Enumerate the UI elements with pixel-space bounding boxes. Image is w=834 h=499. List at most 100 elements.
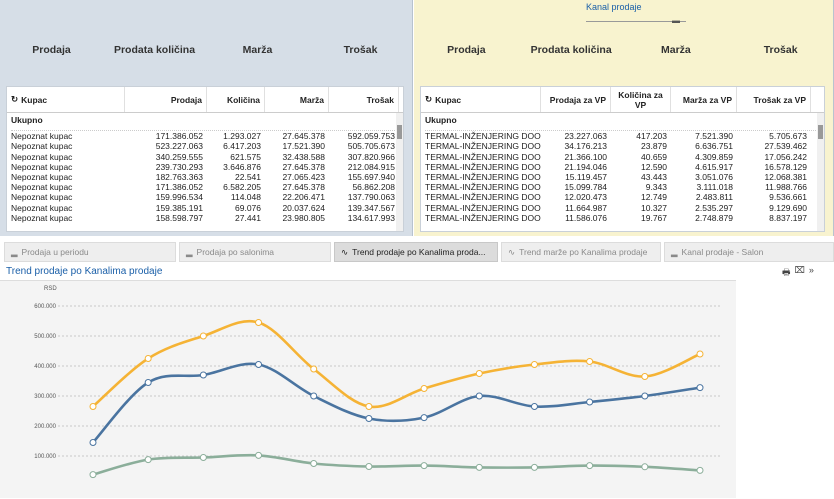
table-cell: 11.664.987 [565, 202, 607, 213]
table-cell: TERMAL-INŽENJERING DOO [425, 212, 541, 223]
chart-toolbar: 🖶 ⌧ » [782, 265, 814, 281]
table-cell: 417.203 [636, 131, 667, 142]
table-row[interactable]: Nepoznat kupac 171.386.052 1.293.027 27.645… [7, 131, 403, 141]
left-kpi-row: Prodaja Prodata količina Marža Trošak [0, 44, 412, 56]
data-point [586, 462, 594, 470]
data-point [475, 463, 483, 471]
table-cell: Nepoznat kupac [11, 192, 73, 203]
data-point [310, 365, 318, 373]
table-cell: 22.541 [235, 171, 261, 182]
clear-icon[interactable]: ⌧ [794, 265, 805, 275]
bar-chart-icon: ▂ [671, 246, 678, 257]
scrollbar-thumb[interactable] [818, 125, 823, 139]
data-point [365, 463, 373, 470]
column-header-prodaja[interactable]: Prodaja [125, 87, 207, 112]
right-panel: Prodaja Prodata količina Marža Trošak ↻ K… [414, 0, 834, 236]
tab-label: Prodaja u periodu [21, 247, 89, 257]
table-row[interactable]: Nepoznat kupac 239.730.293 3.646.876 27.645… [7, 162, 403, 172]
scrollbar[interactable] [396, 113, 403, 231]
refresh-icon[interactable]: ↻ [11, 94, 19, 104]
table-cell: 11.988.766 [765, 182, 807, 193]
series-line-3 [92, 453, 701, 476]
left-rows: Nepoznat kupac 171.386.052 1.293.027 27.645… [7, 131, 403, 223]
table-row[interactable]: Nepoznat kupac 340.259.555 621.575 32.438.5… [7, 152, 403, 162]
table-row[interactable]: TERMAL-INŽENJERING DOO 21.366.100 40.659 4.… [421, 152, 824, 162]
table-row[interactable]: Nepoznat kupac 159.385.191 69.076 20.037.62… [7, 203, 403, 213]
data-point [89, 471, 97, 479]
data-point [310, 460, 318, 467]
table-cell: 523.227.063 [155, 141, 203, 152]
table-cell: Nepoznat kupac [11, 171, 73, 182]
refresh-icon[interactable]: ↻ [425, 94, 433, 104]
chart-area: RSD 600.000 500.000 400.000 300.000 200.000 10… [0, 280, 736, 498]
chevron-down-icon[interactable]: ▬ [672, 16, 680, 25]
table-cell: 27.645.378 [282, 161, 325, 172]
table-cell: 22.206.471 [282, 192, 325, 203]
line-chart: RSD 600.000 500.000 400.000 300.000 200.000 10… [34, 286, 722, 479]
data-point [641, 392, 649, 400]
table-cell: 17.056.242 [764, 151, 807, 162]
data-point [199, 332, 207, 340]
total-row: Ukupno [421, 115, 824, 125]
table-cell: 6.582.205 [223, 182, 261, 193]
data-point [641, 373, 649, 380]
column-header-kupac[interactable]: ↻ Kupac [421, 87, 541, 112]
scrollbar[interactable] [817, 113, 824, 231]
table-cell: 1.293.027 [223, 131, 261, 142]
table-cell: 114.048 [230, 192, 261, 203]
table-cell: TERMAL-INŽENJERING DOO [425, 192, 541, 203]
table-row[interactable]: Nepoznat kupac 523.227.063 6.417.203 17.521… [7, 141, 403, 151]
data-point [365, 403, 373, 410]
table-row[interactable]: TERMAL-INŽENJERING DOO 15.099.784 9.343 3.1… [421, 182, 824, 192]
total-row: Ukupno [7, 115, 403, 125]
column-header-kolicina-za-vp[interactable]: Količina za VP [611, 87, 671, 112]
table-cell: 20.037.624 [282, 202, 325, 213]
table-cell: TERMAL-INŽENJERING DOO [425, 131, 541, 142]
data-point [89, 439, 97, 446]
table-cell: 17.521.390 [282, 141, 325, 152]
column-header-trosak[interactable]: Trošak [329, 87, 399, 112]
table-row[interactable]: TERMAL-INŽENJERING DOO 15.119.457 43.443 3.… [421, 172, 824, 182]
column-header-kolicina[interactable]: Količina [207, 87, 265, 112]
column-header-trosak-za-vp[interactable]: Trošak za VP [737, 87, 811, 112]
column-header-prodaja-za-vp[interactable]: Prodaja za VP [541, 87, 611, 112]
table-row[interactable]: TERMAL-INŽENJERING DOO 11.586.076 19.767 2.… [421, 213, 824, 223]
column-header-marza[interactable]: Marža [265, 87, 329, 112]
data-point [310, 392, 318, 400]
table-row[interactable]: TERMAL-INŽENJERING DOO 34.176.213 23.879 6.… [421, 141, 824, 151]
data-point [696, 350, 704, 358]
table-cell: 2.535.297 [695, 202, 733, 213]
table-row[interactable]: TERMAL-INŽENJERING DOO 23.227.063 417.203 7… [421, 131, 824, 141]
scrollbar-thumb[interactable] [397, 125, 402, 139]
kpi-prodata-kolicina: Prodata količina [113, 44, 196, 56]
table-cell: 27.065.423 [282, 171, 325, 182]
table-row[interactable]: Nepoznat kupac 182.763.363 22.541 27.065.42… [7, 172, 403, 182]
tab-label: Trend prodaje po Kanalima proda... [352, 247, 486, 257]
table-cell: 15.099.784 [564, 182, 607, 193]
total-label: Ukupno [11, 115, 43, 125]
more-icon[interactable]: » [808, 265, 814, 275]
table-row[interactable]: TERMAL-INŽENJERING DOO 21.194.046 12.590 4.… [421, 162, 824, 172]
filter-dropdown[interactable]: ▬ [586, 12, 686, 25]
tab-4[interactable]: ∿ Trend marže po Kanalima prodaje [501, 242, 661, 262]
kanal-prodaje-filter[interactable]: Kanal prodaje ▬ [586, 2, 686, 25]
table-cell: Nepoznat kupac [11, 151, 73, 162]
data-point [255, 451, 263, 459]
filter-label: Kanal prodaje [586, 2, 642, 12]
tab-2[interactable]: ▂ Prodaja po salonima [179, 242, 331, 262]
table-row[interactable]: TERMAL-INŽENJERING DOO 12.020.473 12.749 2.… [421, 192, 824, 202]
table-cell: 6.417.203 [223, 141, 261, 152]
table-row[interactable]: Nepoznat kupac 158.598.797 27.441 23.980.80… [7, 213, 403, 223]
table-row[interactable]: Nepoznat kupac 171.386.052 6.582.205 27.645… [7, 182, 403, 192]
table-row[interactable]: Nepoznat kupac 159.996.534 114.048 22.206.4… [7, 192, 403, 202]
column-header-kupac[interactable]: ↻ Kupac [7, 87, 125, 112]
table-row[interactable]: TERMAL-INŽENJERING DOO 11.664.987 10.327 2.… [421, 203, 824, 213]
y-tick-label: 200.000 [34, 424, 56, 430]
tab-5[interactable]: ▂ Kanal prodaje - Salon [664, 242, 834, 262]
column-header-marza-za-vp[interactable]: Marža za VP [671, 87, 737, 112]
export-icon[interactable]: 🖶 [782, 267, 791, 277]
tab-1[interactable]: ▂ Prodaja u periodu [4, 242, 176, 262]
tab-3[interactable]: ∿ Trend prodaje po Kanalima proda... [334, 242, 498, 262]
table-cell: 505.705.673 [347, 141, 395, 152]
table-cell: 3.051.076 [695, 171, 733, 182]
